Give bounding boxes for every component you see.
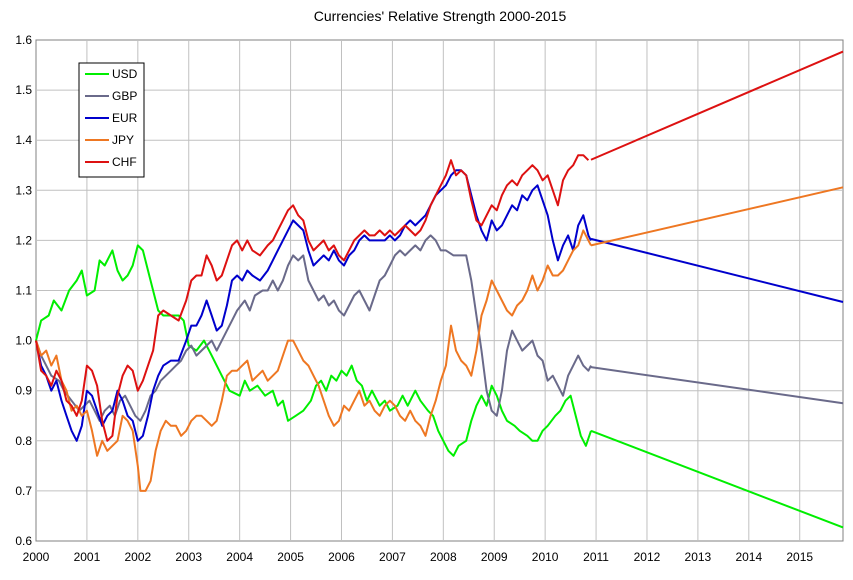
x-tick-label: 2011 [583, 550, 609, 564]
x-tick-label: 2008 [430, 550, 457, 564]
x-tick-label: 2013 [685, 550, 712, 564]
y-tick-label: 1.1 [15, 284, 32, 298]
y-tick-label: 1.6 [15, 33, 32, 47]
projection-line-gbp [590, 366, 844, 405]
projection-line-jpy [590, 186, 844, 247]
legend-label-gbp: GBP [112, 89, 137, 103]
projection-line-eur [590, 237, 844, 303]
y-tick-label: 1.4 [15, 133, 32, 147]
legend-label-chf: CHF [112, 155, 137, 169]
x-tick-label: 2000 [23, 550, 50, 564]
x-tick-label: 2007 [379, 550, 406, 564]
x-tick-label: 2012 [634, 550, 661, 564]
x-tick-label: 2010 [532, 550, 559, 564]
x-tick-label: 2001 [74, 550, 101, 564]
projection-line-usd [590, 429, 844, 529]
x-tick-label: 2004 [226, 550, 253, 564]
x-tick-label: 2015 [786, 550, 813, 564]
series-layer [35, 50, 844, 529]
legend-box [78, 62, 145, 178]
legend-label-jpy: JPY [112, 133, 134, 147]
x-tick-label: 2002 [124, 550, 151, 564]
x-tick-label: 2014 [735, 550, 762, 564]
axes: 0.6 0.7 0.8 0.9 1.0 1.1 1.2 1.3 1.4 1.5 1.6 2000 200… [15, 33, 813, 564]
series-line-chf [35, 154, 590, 442]
x-tick-label: 2005 [277, 550, 304, 564]
legend-label-usd: USD [112, 67, 138, 81]
x-tick-label: 2003 [175, 550, 202, 564]
series-line-gbp [35, 234, 592, 422]
y-tick-label: 1.3 [15, 183, 32, 197]
gridlines [35, 39, 844, 542]
x-tick-label: 2006 [328, 550, 355, 564]
y-tick-label: 0.6 [15, 534, 32, 548]
y-tick-label: 1.5 [15, 83, 32, 97]
series-line-usd [35, 244, 592, 457]
y-tick-label: 0.8 [15, 434, 32, 448]
y-tick-label: 1.2 [15, 233, 32, 247]
x-tick-label: 2009 [481, 550, 508, 564]
projection-line-chf [590, 50, 844, 161]
y-tick-label: 0.7 [15, 484, 32, 498]
legend-label-eur: EUR [112, 111, 138, 125]
y-tick-label: 0.9 [15, 384, 32, 398]
y-tick-label: 1.0 [15, 334, 32, 348]
chart-title: Currencies' Relative Strength 2000-2015 [314, 8, 567, 24]
series-line-eur [35, 169, 592, 442]
series-line-jpy [35, 229, 592, 492]
legend: USD GBP EUR JPY CHF [78, 62, 145, 178]
